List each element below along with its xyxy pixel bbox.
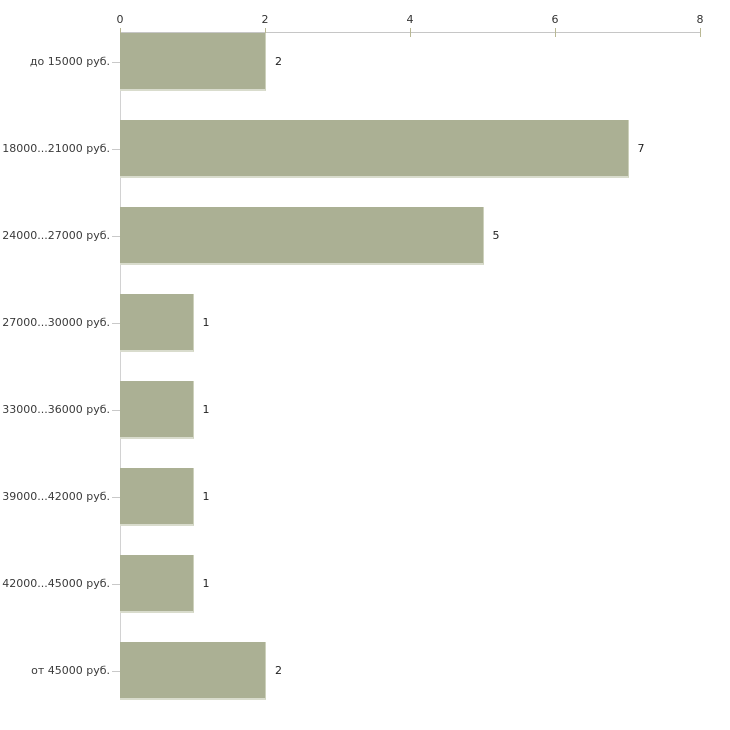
bar-row: 39000...42000 руб. 1 [0,468,730,526]
bar [120,381,194,439]
category-label: до 15000 руб. [29,55,110,68]
x-axis-tick [555,28,556,37]
x-axis-tick [700,28,701,37]
bar [120,120,629,178]
value-label: 1 [202,490,210,503]
category-label: 39000...42000 руб. [2,490,110,503]
value-label: 1 [202,577,210,590]
bar-row: до 15000 руб. 2 [0,33,730,91]
y-axis-line [120,32,121,700]
category-tick-mark [112,497,120,498]
category-label: от 45000 руб. [31,664,110,677]
x-axis-tick [410,28,411,37]
value-label: 2 [275,664,282,677]
value-label: 7 [637,142,645,155]
bar [120,207,484,265]
category-label: 27000...30000 руб. [2,316,110,329]
bar [120,555,194,613]
category-tick-mark [112,149,120,150]
bar [120,33,266,91]
x-axis-tick-label: 8 [696,13,704,26]
category-label: 42000...45000 руб. [2,577,110,590]
category-label: 18000...21000 руб. [2,142,110,155]
category-tick-mark [112,236,120,237]
bar [120,642,266,700]
category-tick-mark [112,671,120,672]
bar-row: 33000...36000 руб. 1 [0,381,730,439]
value-label: 5 [492,229,500,242]
bar-row: от 45000 руб. 2 [0,642,730,700]
x-axis-tick [265,28,266,37]
category-tick-mark [112,584,120,585]
category-label: 33000...36000 руб. [2,403,110,416]
category-tick-mark [112,323,120,324]
x-axis-tick-label: 4 [406,13,414,26]
x-axis-tick-label: 6 [551,13,559,26]
value-label: 1 [202,403,210,416]
category-tick-mark [112,62,120,63]
category-tick-mark [112,410,120,411]
value-label: 1 [202,316,210,329]
x-axis-tick-label: 0 [116,13,124,26]
x-axis-tick [120,28,121,37]
bar-row: 42000...45000 руб. 1 [0,555,730,613]
value-label: 2 [275,55,282,68]
x-axis-tick-label: 2 [261,13,269,26]
category-label: 24000...27000 руб. [2,229,110,242]
bar-row: 27000...30000 руб. 1 [0,294,730,352]
bar-row: 18000...21000 руб. 7 [0,120,730,178]
bar [120,294,194,352]
bar-row: 24000...27000 руб. 5 [0,207,730,265]
bar [120,468,194,526]
